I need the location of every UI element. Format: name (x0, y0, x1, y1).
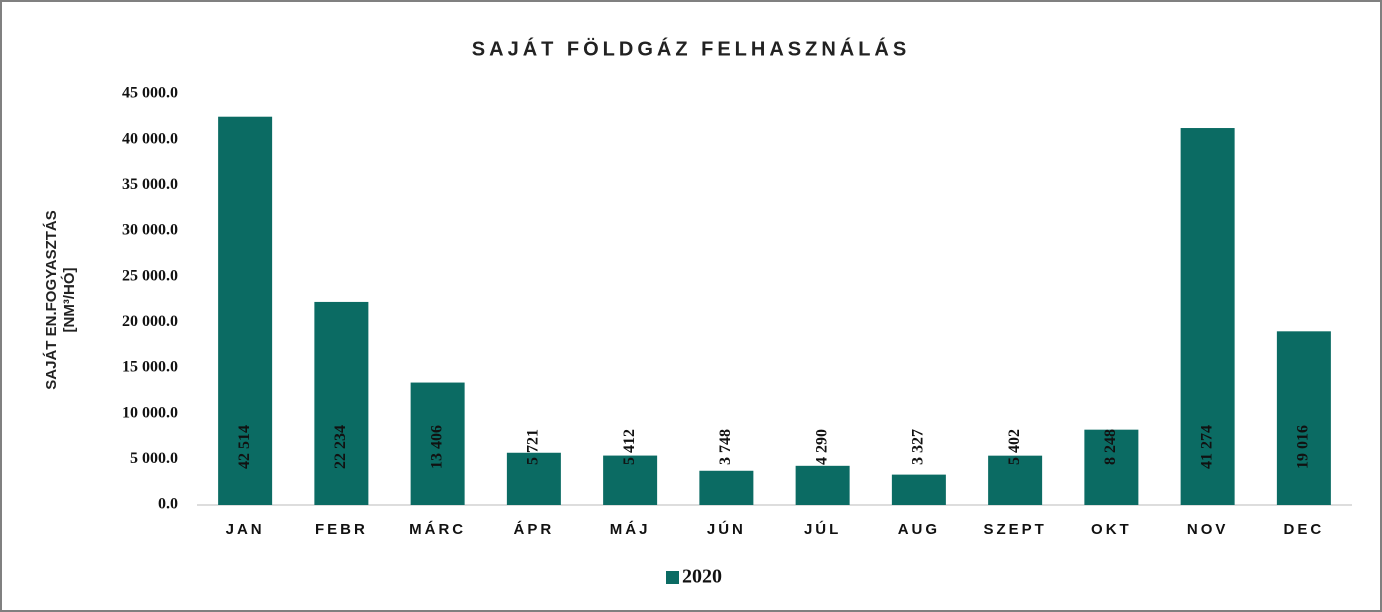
bar (603, 455, 658, 505)
data-label: 3 748 (717, 429, 734, 465)
x-tick-label: MÁRC (409, 521, 466, 538)
x-tick-label: JAN (226, 521, 265, 538)
data-label: 8 248 (1102, 429, 1119, 465)
y-tick-label: 35 000.0 (122, 176, 178, 193)
x-tick-label: SZEPT (983, 521, 1046, 538)
bar (218, 116, 273, 505)
x-tick-label: FEBR (315, 521, 368, 538)
data-label: 5 402 (1006, 429, 1023, 465)
x-tick-label: OKT (1091, 521, 1132, 538)
x-tick-label: ÁPR (514, 521, 555, 538)
x-tick-label: AUG (898, 521, 940, 538)
x-tick-label: NOV (1187, 521, 1229, 538)
y-tick-label: 25 000.0 (122, 267, 178, 284)
data-label: 3 327 (910, 429, 927, 465)
y-tick-label: 45 000.0 (122, 85, 178, 102)
y-tick-label: 5 000.0 (130, 450, 178, 467)
x-tick-label: JÚN (707, 520, 746, 538)
bar (1180, 128, 1235, 505)
data-label: 13 406 (428, 425, 445, 469)
y-axis-title: SAJÁT EN.FOGYASZTÁS (43, 210, 60, 389)
bar (988, 455, 1043, 505)
data-label: 4 290 (813, 429, 830, 465)
data-label: 41 274 (1198, 425, 1215, 469)
y-tick-label: 0.0 (158, 496, 178, 513)
data-label: 5 412 (621, 429, 638, 465)
legend-label: 2020 (682, 566, 722, 588)
bar (795, 465, 850, 505)
data-label: 5 721 (525, 429, 542, 465)
bar (506, 452, 561, 505)
y-axis-title: [NM³/HÓ] (60, 268, 78, 333)
y-tick-label: 10 000.0 (122, 404, 178, 421)
y-tick-label: 15 000.0 (122, 359, 178, 376)
data-label: 42 514 (236, 425, 253, 469)
x-tick-label: DEC (1284, 521, 1325, 538)
bar (314, 301, 369, 505)
bar (1276, 331, 1331, 505)
bar (410, 382, 465, 505)
data-label: 22 234 (332, 425, 349, 469)
x-tick-label: MÁJ (610, 521, 651, 538)
y-tick-label: 30 000.0 (122, 222, 178, 239)
y-tick-label: 40 000.0 (122, 130, 178, 147)
x-tick-label: JÚL (804, 520, 841, 538)
legend-swatch (666, 571, 679, 584)
data-label: 19 016 (1295, 425, 1312, 469)
chart-title: SAJÁT FÖLDGÁZ FELHASZNÁLÁS (472, 37, 910, 60)
y-tick-label: 20 000.0 (122, 313, 178, 330)
bar (891, 474, 946, 505)
bar (1084, 429, 1139, 505)
bar (699, 470, 754, 505)
